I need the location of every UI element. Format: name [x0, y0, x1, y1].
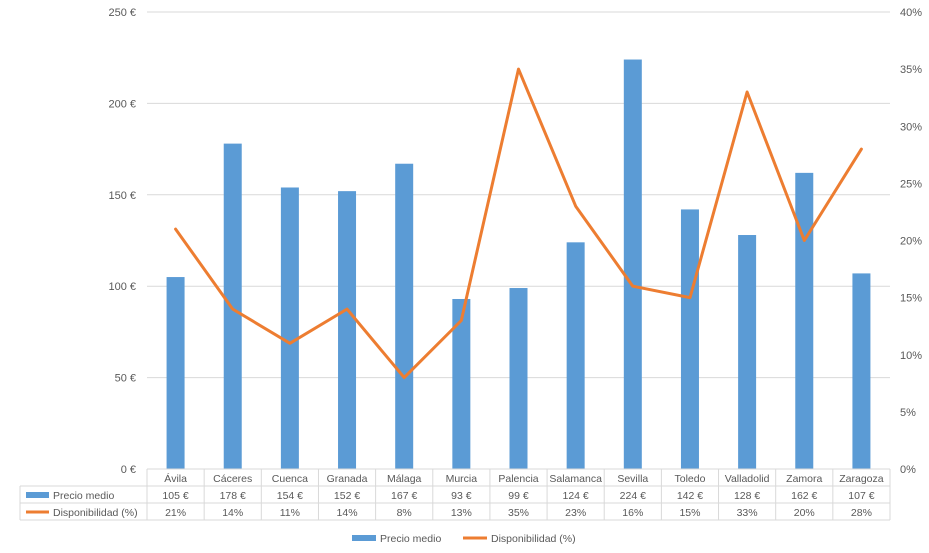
right-tick-label: 5%: [900, 407, 916, 419]
line-value-label: 23%: [565, 507, 586, 519]
bar-value-label: 167 €: [391, 490, 417, 502]
row-key-bar: [26, 492, 49, 498]
line-value-label: 21%: [165, 507, 186, 519]
bar: [738, 235, 757, 469]
bar-series: [166, 59, 871, 470]
legend-swatch-bar: [352, 535, 376, 541]
category-label: Valladolid: [725, 473, 770, 485]
left-tick-label: 100 €: [108, 281, 136, 293]
bar-value-label: 124 €: [563, 490, 589, 502]
bar: [166, 277, 185, 469]
category-label: Ávila: [164, 472, 187, 485]
left-tick-label: 200 €: [108, 98, 136, 110]
bar: [566, 242, 585, 469]
line-value-label: 11%: [280, 507, 300, 519]
bar-value-label: 128 €: [734, 490, 760, 502]
right-tick-label: 20%: [900, 236, 922, 248]
category-label: Toledo: [674, 473, 705, 485]
category-label: Palencia: [498, 473, 538, 485]
right-tick-label: 0%: [900, 464, 916, 476]
left-axis: 0 € 50 € 100 € 150 € 200 € 250 €: [108, 7, 136, 476]
bar: [395, 163, 414, 469]
line-value-label: 14%: [337, 507, 358, 519]
legend-label-precio: Precio medio: [380, 533, 441, 545]
right-axis: 0% 5% 10% 15% 20% 25% 30% 35% 40%: [900, 7, 922, 476]
bar: [452, 298, 471, 469]
row-header-precio: Precio medio: [53, 490, 114, 502]
left-tick-label: 50 €: [115, 373, 136, 385]
line-series: [174, 67, 863, 380]
bar: [509, 288, 528, 469]
right-tick-label: 40%: [900, 7, 922, 19]
line-value-label: 14%: [222, 507, 243, 519]
bar-value-label: 154 €: [277, 490, 303, 502]
category-label: Zaragoza: [839, 473, 884, 485]
line-value-label: 20%: [794, 507, 815, 519]
right-tick-label: 15%: [900, 293, 922, 305]
left-tick-label: 150 €: [108, 190, 136, 202]
right-tick-label: 35%: [900, 64, 922, 76]
grid-lines: [147, 11, 890, 379]
category-label: Granada: [327, 473, 368, 485]
category-label: Cuenca: [272, 473, 308, 485]
line-value-label: 15%: [679, 507, 700, 519]
bar: [852, 273, 871, 469]
bar-value-label: 162 €: [791, 490, 817, 502]
line-value-label: 28%: [851, 507, 872, 519]
bar: [795, 172, 814, 469]
data-table: Ávila 105 € 21% Cáceres 178 € 14% Cuenca 154 € 1…: [19, 468, 891, 521]
bar-value-label: 224 €: [620, 490, 646, 502]
legend: Precio medio Disponibilidad (%): [352, 533, 576, 545]
category-label: Murcia: [446, 473, 478, 485]
bar: [338, 191, 357, 470]
line-value-label: 16%: [622, 507, 643, 519]
line-value-label: 13%: [451, 507, 472, 519]
line-value-label: 35%: [508, 507, 529, 519]
legend-label-disponibilidad: Disponibilidad (%): [491, 533, 576, 545]
right-tick-label: 30%: [900, 121, 922, 133]
bar-value-label: 93 €: [451, 490, 472, 502]
left-tick-label: 250 €: [108, 7, 136, 19]
bar-value-label: 152 €: [334, 490, 360, 502]
line-value-label: 8%: [397, 507, 412, 519]
left-tick-label: 0 €: [121, 464, 136, 476]
bar: [223, 143, 242, 469]
category-label: Zamora: [786, 473, 822, 485]
row-header-disponibilidad: Disponibilidad (%): [53, 507, 138, 519]
category-label: Málaga: [387, 473, 422, 485]
category-label: Cáceres: [213, 473, 252, 485]
category-label: Sevilla: [617, 473, 648, 485]
bar: [680, 209, 699, 469]
category-label: Salamanca: [549, 473, 602, 485]
bar-value-label: 105 €: [162, 490, 188, 502]
line-value-label: 33%: [737, 507, 758, 519]
bar-value-label: 107 €: [848, 490, 874, 502]
bar: [623, 59, 642, 469]
bar-value-label: 99 €: [508, 490, 529, 502]
bar-value-label: 142 €: [677, 490, 703, 502]
right-tick-label: 25%: [900, 178, 922, 190]
bar-value-label: 178 €: [220, 490, 246, 502]
bar: [280, 187, 299, 469]
right-tick-label: 10%: [900, 350, 922, 362]
